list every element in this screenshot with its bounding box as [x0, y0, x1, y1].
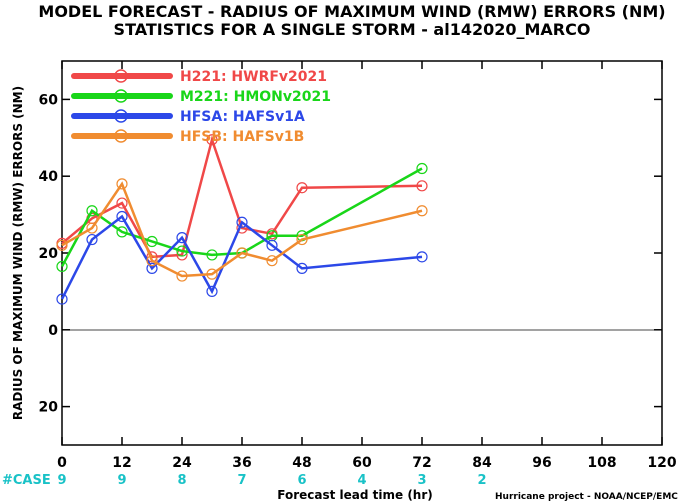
- legend-label: M221: HMONv2021: [180, 89, 331, 105]
- data-point: [56, 239, 68, 251]
- legend-label: H221: HWRFv2021: [180, 69, 327, 85]
- y-tick-label: 0: [48, 323, 58, 339]
- data-point: [86, 222, 98, 234]
- x-axis-label: Forecast lead time (hr): [277, 488, 433, 502]
- y-tick-label: 20: [39, 246, 59, 262]
- data-point: [116, 226, 128, 238]
- case-label: #CASE: [2, 473, 51, 488]
- data-point: [146, 262, 158, 274]
- x-tick-label: 24: [172, 455, 192, 471]
- data-point: [206, 249, 218, 261]
- x-axis: 0 12 24 36 48 60 72 84 96 108 120: [57, 61, 677, 471]
- case-counts: 9 9 8 7 6 4 3 2: [57, 473, 486, 488]
- chart-subtitle: STATISTICS FOR A SINGLE STORM - al142020…: [114, 20, 591, 39]
- chart-title: MODEL FORECAST - RADIUS OF MAXIMUM WIND …: [38, 2, 665, 21]
- case-count: 9: [57, 473, 66, 488]
- legend-entry: H221: HWRFv2021: [71, 69, 327, 85]
- data-point: [416, 162, 428, 175]
- legend-entry: HFSA: HAFSv1A: [71, 109, 305, 125]
- legend-entry: M221: HMONv2021: [71, 89, 331, 105]
- series-layer: [56, 134, 428, 305]
- legend-marker: [114, 109, 128, 123]
- data-point: [266, 239, 278, 251]
- data-point: [116, 197, 128, 209]
- series-hmonv2021: [56, 162, 428, 273]
- data-point: [86, 233, 98, 246]
- data-point: [206, 285, 218, 297]
- data-point: [176, 270, 188, 282]
- data-point: [176, 245, 188, 257]
- series-line: [61, 181, 423, 278]
- legend-label: HFSA: HAFSv1A: [180, 109, 305, 125]
- data-point: [116, 178, 128, 190]
- y-tick-label: 40: [39, 169, 59, 185]
- x-tick-label: 60: [352, 455, 372, 471]
- series-hafsv1a: [56, 210, 428, 305]
- x-tick-label: 48: [292, 455, 311, 471]
- x-tick-label: 120: [647, 455, 676, 471]
- legend: H221: HWRFv2021 M221: HMONv2021 HFSA: HAFS…: [71, 69, 331, 145]
- data-point: [146, 235, 158, 248]
- legend-entry: HFSB: HAFSv1B: [71, 129, 304, 145]
- data-point: [296, 262, 308, 274]
- case-count: 4: [357, 473, 366, 488]
- series-hafsv1b: [56, 178, 428, 282]
- case-count: 6: [297, 473, 306, 488]
- data-point: [416, 180, 428, 192]
- legend-marker: [114, 89, 128, 103]
- series-line: [60, 167, 423, 268]
- legend-marker: [114, 69, 128, 83]
- series-line: [60, 214, 423, 300]
- y-tick-label: 20: [39, 400, 59, 416]
- data-point: [146, 255, 158, 267]
- legend-marker: [114, 129, 128, 143]
- x-tick-label: 0: [57, 455, 67, 471]
- data-point: [416, 251, 428, 263]
- x-tick-label: 12: [112, 455, 131, 471]
- data-point: [416, 205, 428, 217]
- case-count: 8: [177, 473, 186, 488]
- data-point: [236, 247, 248, 259]
- data-point: [296, 233, 308, 246]
- x-tick-label: 72: [412, 455, 431, 471]
- y-axis: 20 0 20 40 60: [39, 92, 662, 416]
- x-tick-label: 84: [472, 455, 492, 471]
- case-count: 2: [477, 473, 486, 488]
- x-tick-label: 96: [532, 455, 551, 471]
- data-point: [206, 268, 218, 280]
- data-point: [266, 255, 278, 267]
- case-count: 9: [117, 473, 126, 488]
- credit-text: Hurricane project - NOAA/NCEP/EMC: [495, 492, 678, 502]
- legend-label: HFSB: HAFSv1B: [180, 129, 304, 145]
- data-point: [206, 134, 218, 146]
- data-point: [176, 232, 188, 244]
- data-point: [86, 205, 98, 217]
- y-tick-label: 60: [39, 92, 59, 108]
- series-line: [61, 135, 423, 259]
- data-point: [236, 216, 248, 228]
- y-axis-label: RADIUS OF MAXIMUM WIND (RMW) ERRORS (NM): [11, 86, 25, 420]
- case-count: 7: [237, 473, 246, 488]
- data-point: [296, 182, 308, 194]
- data-point: [116, 210, 128, 223]
- case-count: 3: [417, 473, 426, 488]
- data-point: [56, 260, 68, 273]
- data-point: [56, 293, 68, 305]
- x-tick-label: 108: [587, 455, 616, 471]
- x-tick-label: 36: [232, 455, 251, 471]
